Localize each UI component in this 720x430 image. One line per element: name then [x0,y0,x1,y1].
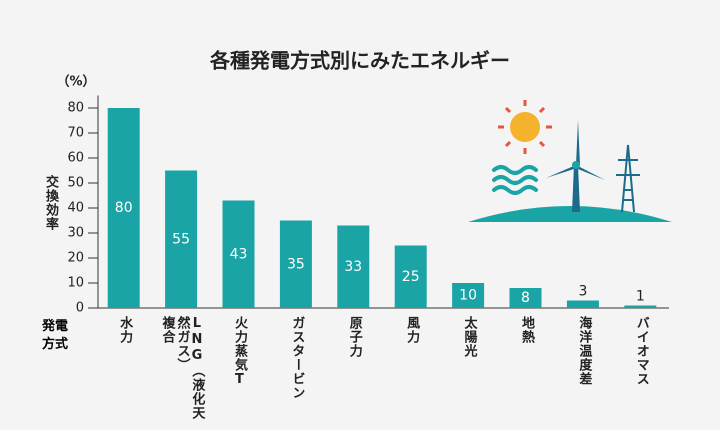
x-tick-label: 火力蒸気T [231,316,247,388]
bar [566,300,599,308]
bar [452,283,485,308]
x-tick-label: ガスタービン [289,316,305,400]
x-tick-label: 水力 [117,316,133,344]
value-label: 25 [402,269,420,285]
chart-title: 各種発電方式別にみたエネルギー [209,49,510,73]
value-label: 8 [521,290,530,306]
y-tick-label: 80 [67,101,84,116]
bar [394,245,427,308]
bar [165,170,198,308]
y-tick-label: 10 [67,276,84,291]
bar [107,108,140,308]
x-tick-label: 地熱 [518,316,534,344]
x-tick-label: LNG（液化天然ガス） 複合 [159,316,205,420]
value-label: 35 [287,256,305,272]
x-tick-label: 風力 [404,316,420,344]
x-tick-label: バイオマス [633,316,649,386]
y-tick-label: 50 [67,176,84,191]
y-tick-label: 0 [76,301,84,316]
value-label: 10 [459,288,477,304]
bar [222,200,255,308]
illustration [468,100,672,222]
value-label: 55 [172,231,190,247]
x-tick-label: 海洋温度差 [576,316,592,386]
bar [509,288,542,308]
y-tick-label: 30 [67,226,84,241]
value-label: 3 [578,284,587,300]
y-tick-label: 70 [67,126,84,141]
value-label: 1 [636,289,645,305]
bar [279,220,312,308]
y-tick-label: 40 [67,201,84,216]
x-tick-label: 原子力 [346,316,362,358]
bar [624,305,657,308]
y-unit: （%） [56,74,95,90]
value-label: 80 [115,200,133,216]
y-tick-label: 60 [67,151,84,166]
y-axis-label: 交換効率 [42,175,58,231]
y-tick-label: 20 [67,251,84,266]
x-axis-label: 発電方式 [42,319,69,352]
bar [337,225,370,308]
value-label: 33 [344,259,362,275]
value-label: 43 [230,246,248,262]
x-tick-label: 太陽光 [461,316,477,358]
